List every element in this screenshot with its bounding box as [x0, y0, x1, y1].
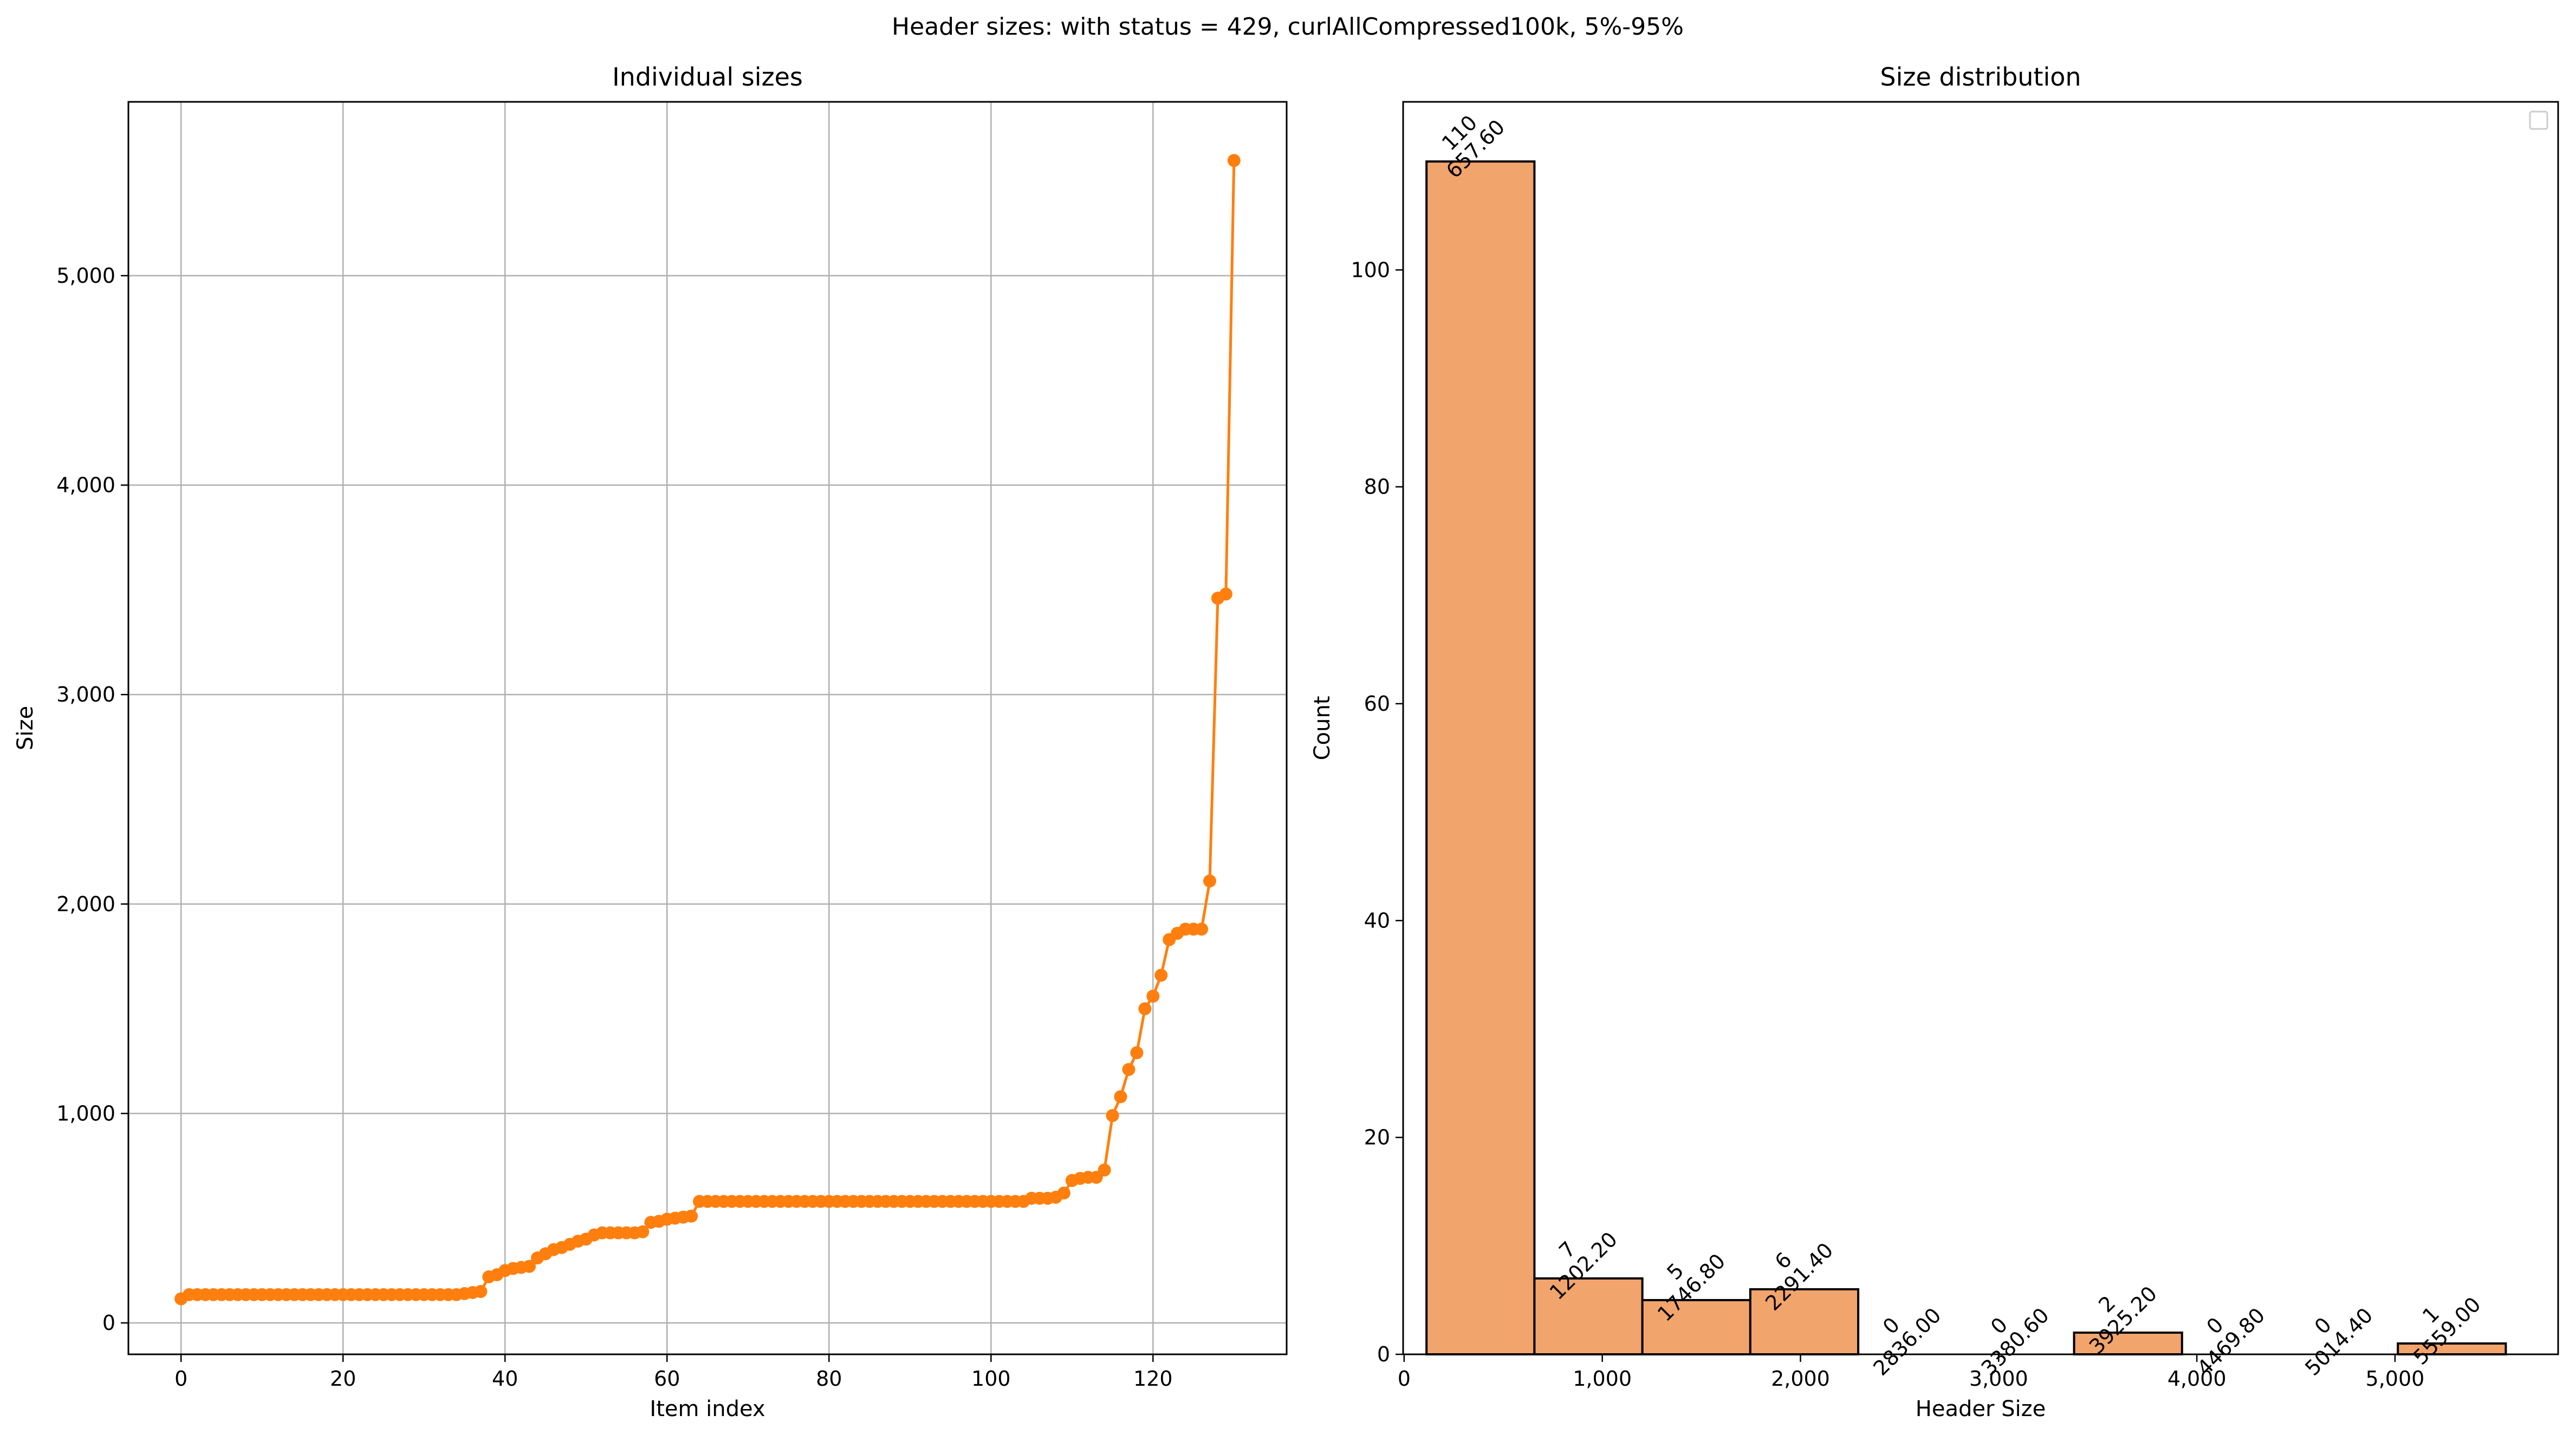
right-y-tick-label-2: 40: [1364, 908, 1390, 932]
size-point-119: [1138, 1002, 1152, 1016]
size-point-127: [1203, 874, 1216, 888]
size-series: [174, 154, 1241, 1306]
individual-sizes-panel: Individual sizes 0 20 40 60 80 100 120 0 1,000 2…: [13, 62, 1288, 1421]
left-x-tick-label-4: 80: [816, 1367, 842, 1391]
histogram-bar-label-4: 02836.00: [1853, 1287, 1946, 1380]
histogram-bar-0: [1425, 160, 1536, 1356]
size-point-114: [1098, 1163, 1111, 1177]
right-plot-frame: [1402, 101, 2559, 1355]
histogram-bar-label-9: 15559.00: [2392, 1276, 2486, 1369]
size-point-109: [1057, 1186, 1070, 1200]
right-chart-title: Size distribution: [1880, 62, 2081, 92]
left-chart-title: Individual sizes: [612, 62, 803, 92]
left-x-tick-label-1: 20: [330, 1367, 356, 1391]
left-x-axis-label: Item index: [650, 1397, 765, 1421]
left-y-tick-label-0: 0: [102, 1311, 115, 1335]
size-point-115: [1106, 1109, 1119, 1122]
right-y-tick-label-4: 80: [1364, 475, 1390, 499]
size-line: [180, 160, 1236, 1300]
right-y-tick-label-1: 20: [1364, 1126, 1390, 1150]
left-x-tick-label-2: 40: [492, 1367, 518, 1391]
right-x-tick-label-5: 5,000: [2366, 1367, 2425, 1391]
histogram-bars: [1425, 160, 2507, 1356]
right-y-tick-label-5: 100: [1351, 258, 1390, 282]
left-y-axis-label: Size: [13, 706, 38, 750]
figure-title: Header sizes: with status = 429, curlAll…: [892, 13, 1684, 41]
left-x-tick-label-3: 60: [654, 1367, 680, 1391]
size-point-118: [1130, 1046, 1144, 1060]
left-y-tick-label-1: 1,000: [56, 1101, 115, 1125]
size-point-37: [474, 1285, 488, 1299]
left-x-axis: 0 20 40 60 80 100 120: [174, 1354, 1173, 1391]
left-y-tick-label-5: 5,000: [56, 264, 115, 288]
left-x-tick-label-5: 100: [971, 1367, 1011, 1391]
left-x-tick-label-6: 120: [1133, 1367, 1173, 1391]
histogram-bar-edge-4: 2836.00: [1868, 1303, 1945, 1380]
right-x-axis-label: Header Size: [1916, 1397, 2046, 1421]
size-point-117: [1122, 1063, 1135, 1076]
left-y-tick-label-2: 2,000: [56, 892, 115, 916]
legend-box: [2529, 111, 2548, 130]
left-grid: [128, 102, 1287, 1354]
right-x-tick-label-2: 2,000: [1771, 1367, 1830, 1391]
right-y-axis: 0 20 40 60 80 100: [1351, 258, 1403, 1366]
right-y-tick-label-0: 0: [1377, 1342, 1390, 1366]
right-x-tick-label-0: 0: [1398, 1367, 1411, 1391]
left-y-axis: 0 1,000 2,000 3,000 4,000 5,000: [56, 264, 128, 1335]
histogram-bar-label-8: 05014.40: [2285, 1287, 2378, 1380]
right-x-axis: 0 1,000 2,000 3,000 4,000 5,000: [1398, 1354, 2425, 1391]
left-y-tick-label-4: 4,000: [56, 473, 115, 497]
left-plot-frame: [127, 101, 1288, 1355]
size-point-57: [636, 1225, 650, 1238]
size-point-63: [685, 1209, 698, 1223]
size-point-116: [1114, 1090, 1127, 1104]
histogram-bar-3: [1749, 1288, 1860, 1355]
size-point-120: [1146, 989, 1160, 1003]
size-point-121: [1154, 969, 1168, 982]
size-point-43: [523, 1260, 536, 1273]
left-y-tick-label-3: 3,000: [56, 683, 115, 706]
histogram-bar-edge-9: 5559.00: [2409, 1293, 2486, 1369]
left-x-tick-label-0: 0: [174, 1367, 187, 1391]
right-y-axis-label: Count: [1310, 696, 1335, 761]
right-x-tick-label-4: 4,000: [2168, 1367, 2227, 1391]
size-point-126: [1195, 923, 1209, 936]
right-x-tick-label-1: 1,000: [1573, 1367, 1632, 1391]
size-point-130: [1227, 154, 1241, 167]
size-point-129: [1219, 587, 1232, 601]
right-y-tick-label-3: 60: [1364, 692, 1390, 716]
histogram-bar-6: [2073, 1331, 2183, 1355]
right-x-tick-label-3: 3,000: [1969, 1367, 2028, 1391]
